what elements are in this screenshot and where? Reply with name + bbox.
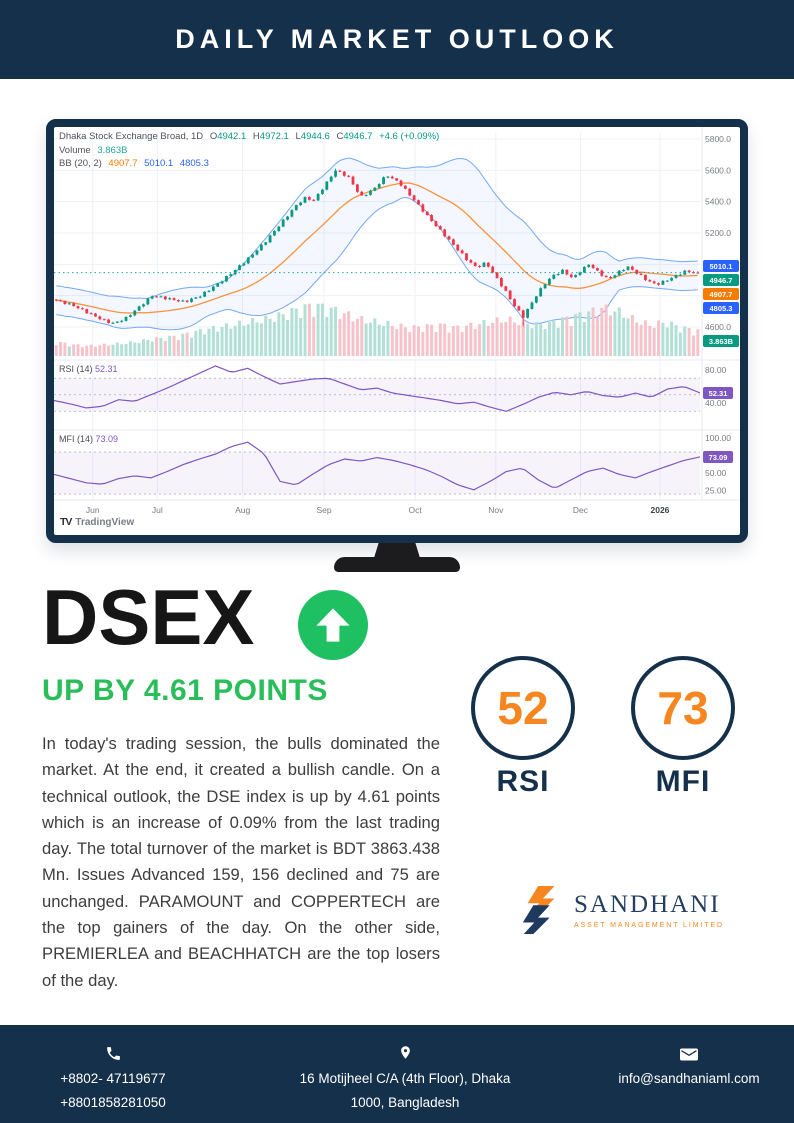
svg-text:Jun: Jun — [86, 505, 100, 515]
svg-text:52.31: 52.31 — [709, 389, 728, 398]
svg-text:4600.0: 4600.0 — [705, 322, 731, 332]
svg-text:40.00: 40.00 — [705, 398, 727, 408]
svg-text:5200.0: 5200.0 — [705, 228, 731, 238]
chart-legend-row-volume: Volume 3.863B — [59, 144, 128, 156]
svg-text:50.00: 50.00 — [705, 468, 727, 478]
location-pin-icon — [398, 1042, 413, 1062]
svg-text:25.00: 25.00 — [705, 486, 727, 496]
tradingview-logo-icon: TV — [60, 516, 72, 528]
brand-text: SANDHANI ASSET MANAGEMENT LIMITED — [574, 892, 724, 929]
brand-logo: SANDHANI ASSET MANAGEMENT LIMITED — [519, 884, 724, 936]
monitor-frame: 5800.0 5600.0 5400.0 5200.0 4600.0 80.00 40.00… — [46, 119, 748, 543]
rsi-gauge-label: RSI — [496, 765, 550, 798]
svg-text:Nov: Nov — [488, 505, 504, 515]
bb-upper-value: 5010.1 — [144, 158, 174, 169]
footer-email-block: info@sandhaniaml.com — [584, 1042, 794, 1123]
svg-text:5400.0: 5400.0 — [705, 197, 731, 207]
footer: +8802- 47119677 +8801858281050 16 Motijh… — [0, 1025, 794, 1123]
svg-text:4907.7: 4907.7 — [710, 290, 733, 299]
monitor-stand-base — [334, 557, 460, 572]
summary-paragraph: In today's trading session, the bulls do… — [42, 734, 440, 990]
open-value: 4942.1 — [217, 131, 247, 142]
svg-text:5800.0: 5800.0 — [705, 134, 731, 144]
chart-legend: Dhaka Stock Exchange Broad, 1D O4942.1 H… — [59, 130, 439, 171]
symbol-title: Dhaka Stock Exchange Broad, 1D — [59, 131, 204, 142]
mfi-gauge-value: 73 — [657, 682, 709, 734]
svg-text:Jul: Jul — [152, 505, 163, 515]
tradingview-attribution: TV TradingView — [60, 516, 134, 528]
rsi-pane-value: 52.31 — [95, 364, 118, 374]
footer-address-block: 16 Motijheel C/A (4th Floor), Dhaka 1000… — [226, 1042, 584, 1123]
rsi-pane-label: RSI (14) 52.31 — [59, 364, 118, 374]
svg-text:4946.7: 4946.7 — [710, 276, 733, 285]
close-value: 4946.7 — [343, 131, 373, 142]
up-arrow-badge — [298, 590, 368, 660]
svg-text:5010.1: 5010.1 — [710, 262, 733, 271]
svg-text:Sep: Sep — [316, 505, 331, 515]
sandhani-logo-icon — [522, 886, 555, 934]
svg-text:3.863B: 3.863B — [709, 337, 734, 346]
change-value: +4.6 (+0.09%) — [379, 131, 440, 142]
footer-phone-block: +8802- 47119677 +8801858281050 — [0, 1042, 226, 1123]
mfi-pane-value: 73.09 — [95, 434, 119, 444]
price-chart-canvas: 5800.0 5600.0 5400.0 5200.0 4600.0 80.00 40.00… — [54, 127, 740, 515]
header-banner: DAILY MARKET OUTLOOK — [0, 0, 794, 79]
svg-text:80.00: 80.00 — [705, 365, 727, 375]
phone-number-2: +8801858281050 — [60, 1095, 166, 1110]
svg-text:73.09: 73.09 — [709, 453, 728, 462]
bb-basis-value: 4907.7 — [108, 158, 138, 169]
mfi-gauge: 73 — [631, 656, 735, 760]
volume-value: 3.863B — [97, 144, 128, 156]
brand-name: SANDHANI — [574, 890, 721, 918]
phone-number-1: +8802- 47119677 — [60, 1071, 166, 1086]
svg-text:100.00: 100.00 — [705, 433, 731, 443]
address-line-2: 1000, Bangladesh — [350, 1095, 460, 1110]
low-value: 4944.6 — [300, 131, 330, 142]
rsi-gauge: 52 — [471, 656, 575, 760]
index-name: DSEX — [42, 573, 255, 661]
chart-legend-row-symbol: Dhaka Stock Exchange Broad, 1D O4942.1 H… — [59, 131, 440, 142]
arrow-up-icon — [316, 608, 350, 642]
rsi-gauge-value: 52 — [497, 682, 549, 734]
svg-text:Aug: Aug — [235, 505, 250, 515]
high-value: 4972.1 — [259, 131, 289, 142]
brand-tagline: ASSET MANAGEMENT LIMITED — [574, 921, 724, 929]
headline: UP BY 4.61 POINTS — [42, 674, 328, 707]
svg-text:Oct: Oct — [408, 505, 422, 515]
page-title: DAILY MARKET OUTLOOK — [175, 24, 619, 54]
svg-text:2026: 2026 — [650, 505, 669, 515]
email-address: info@sandhaniaml.com — [618, 1071, 760, 1086]
monitor-stand-neck — [374, 543, 420, 558]
bb-lower-value: 4805.3 — [179, 158, 209, 169]
svg-text:5600.0: 5600.0 — [705, 165, 731, 175]
email-icon — [680, 1042, 698, 1062]
svg-text:Dec: Dec — [573, 505, 589, 515]
mfi-gauge-label: MFI — [655, 765, 711, 798]
chart-legend-row-bb: BB (20, 2) 4907.7 5010.1 4805.3 — [59, 158, 209, 169]
phone-icon — [105, 1042, 122, 1062]
address-line-1: 16 Motijheel C/A (4th Floor), Dhaka — [299, 1071, 511, 1086]
mfi-pane-label: MFI (14) 73.09 — [59, 434, 119, 444]
chart-area: 5800.0 5600.0 5400.0 5200.0 4600.0 80.00 40.00… — [54, 127, 740, 535]
tradingview-label: TradingView — [75, 516, 135, 528]
svg-text:4805.3: 4805.3 — [710, 304, 733, 313]
